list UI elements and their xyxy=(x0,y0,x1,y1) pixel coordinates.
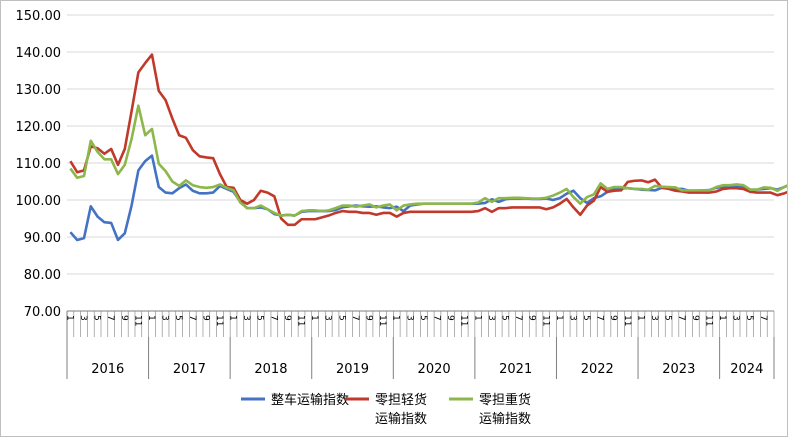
legend-label: 运输指数 xyxy=(375,411,427,427)
x-month-label: 9 xyxy=(364,315,374,321)
gridlines xyxy=(67,14,774,275)
y-tick-label: 100.00 xyxy=(16,194,62,209)
x-month-label: 9 xyxy=(690,315,700,321)
y-tick-label: 130.00 xyxy=(16,83,62,98)
x-month-label: 7 xyxy=(350,315,360,321)
x-month-label: 3 xyxy=(323,315,333,321)
x-month-label: 7 xyxy=(758,315,768,321)
x-month-label: 5 xyxy=(255,315,265,321)
x-year-label: 2016 xyxy=(91,362,124,377)
x-month-label: 9 xyxy=(282,315,292,321)
x-month-label: 3 xyxy=(649,315,659,321)
x-month-label: 1 xyxy=(472,315,482,321)
series-lines xyxy=(69,53,787,242)
y-tick-label: 70.00 xyxy=(24,305,61,320)
x-month-label: 7 xyxy=(105,315,115,321)
x-month-label: 11 xyxy=(622,315,632,326)
x-month-label: 1 xyxy=(554,315,564,321)
x-month-label: 11 xyxy=(296,315,306,326)
x-month-label: 5 xyxy=(173,315,183,321)
x-month-label: 1 xyxy=(146,315,156,321)
y-tick-label: 110.00 xyxy=(16,157,62,172)
x-month-label: 11 xyxy=(214,315,224,326)
y-tick-label: 140.00 xyxy=(16,46,62,61)
x-month-label: 3 xyxy=(731,315,741,321)
x-axis: 1 3 5 7 9 11 1 3 5 7 9 11 1 3 5 7 9 11 1 3 5 7 9 11 1 3 5 7 9 11 1 3 5 7 9… xyxy=(64,310,775,379)
legend-label: 零担轻货 xyxy=(375,392,427,408)
x-month-label: 7 xyxy=(595,315,605,321)
x-month-label: 7 xyxy=(268,315,278,321)
x-month-label: 7 xyxy=(187,315,197,321)
y-tick-label: 120.00 xyxy=(16,120,62,135)
legend-label: 零担重货 xyxy=(479,392,531,408)
x-month-label: 3 xyxy=(160,315,170,321)
x-month-label: 3 xyxy=(241,315,251,321)
x-month-label: 7 xyxy=(676,315,686,321)
x-year-label: 2022 xyxy=(581,362,614,377)
x-month-label: 3 xyxy=(486,315,496,321)
x-month-label: 11 xyxy=(540,315,550,326)
series-line xyxy=(69,53,787,227)
x-month-label: 9 xyxy=(608,315,618,321)
x-month-label: 11 xyxy=(703,315,713,326)
series-line xyxy=(69,154,787,242)
x-month-label: 1 xyxy=(717,315,727,321)
x-month-label: 1 xyxy=(64,315,74,321)
x-month-label: 5 xyxy=(663,315,673,321)
x-year-label: 2020 xyxy=(418,362,451,377)
x-month-label: 5 xyxy=(418,315,428,321)
y-tick-label: 80.00 xyxy=(24,268,61,283)
x-month-label: 7 xyxy=(431,315,441,321)
x-month-label: 11 xyxy=(377,315,387,326)
x-year-label: 2018 xyxy=(254,362,287,377)
x-month-label: 5 xyxy=(744,315,754,321)
legend-label: 运输指数 xyxy=(479,411,531,427)
x-month-label: 11 xyxy=(459,315,469,326)
x-month-label: 1 xyxy=(635,315,645,321)
y-tick-label: 90.00 xyxy=(24,231,61,246)
x-month-label: 1 xyxy=(228,315,238,321)
legend-label: 整车运输指数 xyxy=(271,392,349,408)
x-month-label: 9 xyxy=(119,315,129,321)
x-month-label: 5 xyxy=(336,315,346,321)
x-month-label: 11 xyxy=(132,315,142,326)
x-month-label: 9 xyxy=(200,315,210,321)
y-axis: 70.00 80.00 90.00 100.00 110.00 120.00 130.00 1… xyxy=(16,9,62,320)
x-year-label: 2017 xyxy=(173,362,206,377)
x-month-label: 1 xyxy=(391,315,401,321)
x-month-label: 1 xyxy=(309,315,319,321)
x-month-label: 5 xyxy=(92,315,102,321)
x-month-label: 3 xyxy=(404,315,414,321)
x-year-label: 2021 xyxy=(499,362,532,377)
x-month-label: 5 xyxy=(499,315,509,321)
x-month-label: 5 xyxy=(581,315,591,321)
x-month-label: 9 xyxy=(527,315,537,321)
x-year-label: 2019 xyxy=(336,362,369,377)
x-month-label: 9 xyxy=(445,315,455,321)
y-tick-label: 150.00 xyxy=(16,9,62,24)
x-month-label: 3 xyxy=(78,315,88,321)
x-year-label: 2023 xyxy=(662,362,695,377)
x-year-label: 2024 xyxy=(730,362,763,377)
x-month-label: 3 xyxy=(567,315,577,321)
x-month-label: 7 xyxy=(513,315,523,321)
series-line xyxy=(69,104,787,217)
